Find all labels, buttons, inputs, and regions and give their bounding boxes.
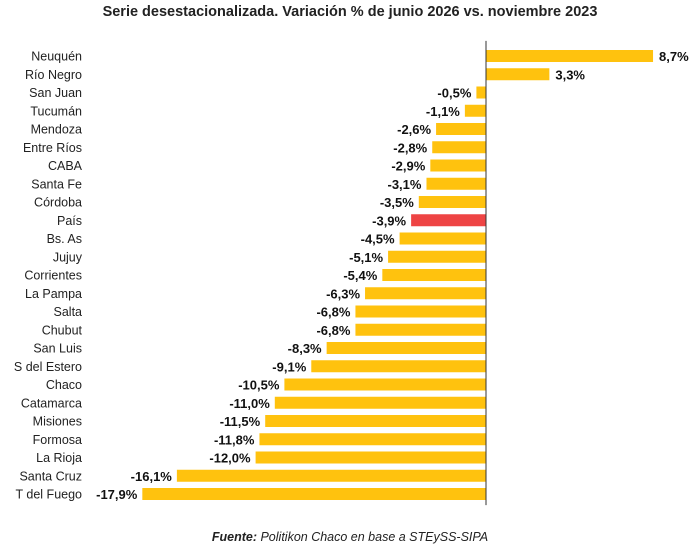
bar bbox=[311, 360, 486, 373]
bar bbox=[274, 396, 486, 409]
category-label: Entre Ríos bbox=[23, 141, 82, 155]
category-label: San Luis bbox=[33, 342, 82, 356]
value-label: -2,8% bbox=[393, 140, 427, 155]
bar bbox=[486, 50, 654, 62]
value-label: -3,5% bbox=[380, 195, 414, 210]
value-label: -11,8% bbox=[214, 432, 255, 447]
value-label: -5,1% bbox=[349, 250, 383, 265]
bar bbox=[399, 232, 486, 245]
bar bbox=[411, 214, 486, 227]
category-label: San Juan bbox=[29, 86, 82, 100]
value-label: -4,5% bbox=[361, 232, 395, 247]
bar bbox=[382, 269, 486, 281]
source-note: Fuente: Politikon Chaco en base a STEySS… bbox=[0, 530, 700, 544]
category-label: Río Negro bbox=[25, 68, 82, 82]
bar bbox=[486, 68, 550, 81]
category-label: País bbox=[57, 214, 82, 228]
value-label: -11,5% bbox=[220, 414, 261, 429]
bar bbox=[355, 323, 486, 336]
bar bbox=[326, 342, 486, 354]
category-label: La Rioja bbox=[36, 451, 82, 465]
category-label: Santa Cruz bbox=[19, 469, 82, 483]
value-label: -6,8% bbox=[316, 323, 350, 338]
bar bbox=[284, 378, 486, 391]
bar bbox=[176, 469, 486, 482]
category-label: T del Fuego bbox=[16, 488, 83, 502]
bar bbox=[388, 250, 486, 263]
bar bbox=[365, 287, 486, 300]
value-label: -6,8% bbox=[316, 305, 350, 320]
value-label: -6,3% bbox=[326, 286, 360, 301]
value-label: -2,9% bbox=[391, 159, 425, 174]
source-label: Fuente: bbox=[211, 530, 257, 544]
category-label: La Pampa bbox=[25, 287, 82, 301]
category-label: Formosa bbox=[33, 433, 82, 447]
category-label: Córdoba bbox=[34, 196, 82, 210]
bar bbox=[464, 104, 486, 117]
category-label: Corrientes bbox=[24, 269, 82, 283]
value-label: -2,6% bbox=[397, 122, 431, 137]
value-label: -17,9% bbox=[96, 487, 138, 502]
bar bbox=[432, 141, 486, 154]
value-label: 3,3% bbox=[555, 67, 585, 82]
category-label: Jujuy bbox=[53, 250, 83, 264]
category-label: Neuquén bbox=[31, 50, 82, 64]
bar bbox=[418, 196, 486, 208]
value-label: -12,0% bbox=[209, 451, 251, 466]
bar bbox=[255, 451, 486, 464]
value-label: -3,1% bbox=[388, 177, 422, 192]
value-label: -3,9% bbox=[372, 213, 406, 228]
category-label: Misiones bbox=[33, 415, 82, 429]
value-label: -0,5% bbox=[437, 86, 471, 101]
bar bbox=[142, 488, 486, 500]
category-label: S del Estero bbox=[14, 360, 82, 374]
bar bbox=[476, 86, 486, 99]
value-label: -1,1% bbox=[426, 104, 460, 119]
value-label: -11,0% bbox=[229, 396, 270, 411]
category-label: Mendoza bbox=[31, 123, 82, 137]
category-label: Chaco bbox=[46, 378, 82, 392]
value-label: -10,5% bbox=[238, 378, 280, 393]
value-label: -9,1% bbox=[272, 359, 306, 374]
bar bbox=[355, 305, 486, 318]
bar bbox=[259, 433, 486, 446]
value-label: -16,1% bbox=[131, 469, 173, 484]
category-label: Bs. As bbox=[47, 232, 82, 246]
category-label: Chubut bbox=[42, 323, 83, 337]
bar bbox=[436, 123, 486, 135]
value-label: 8,7% bbox=[659, 49, 689, 64]
category-label: CABA bbox=[48, 159, 83, 173]
chart-title: Serie desestacionalizada. Variación % de… bbox=[102, 4, 598, 20]
bar bbox=[265, 415, 486, 427]
category-label: Santa Fe bbox=[31, 177, 82, 191]
bar bbox=[430, 159, 486, 172]
value-label: -5,4% bbox=[343, 268, 377, 283]
source-text: Politikon Chaco en base a STEySS-SIPA bbox=[257, 530, 489, 544]
bar bbox=[426, 177, 486, 190]
category-label: Catamarca bbox=[21, 396, 82, 410]
value-label: -8,3% bbox=[288, 341, 322, 356]
category-label: Salta bbox=[54, 305, 83, 319]
category-label: Tucumán bbox=[30, 104, 82, 118]
